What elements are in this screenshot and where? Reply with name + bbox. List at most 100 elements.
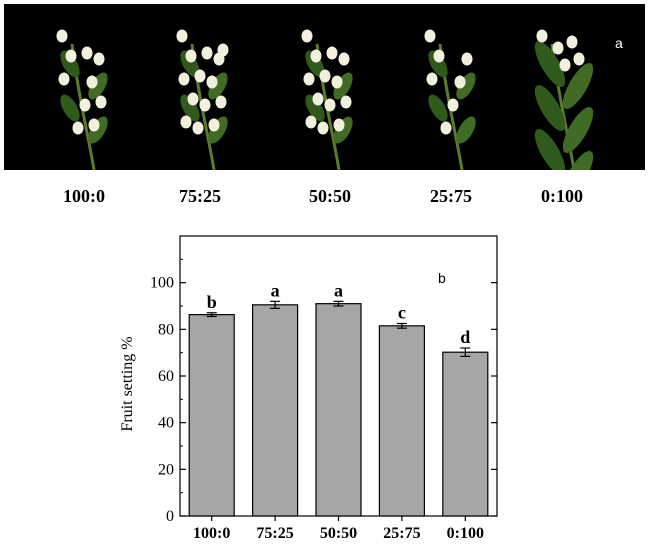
- y-tick-label: 100: [150, 275, 174, 292]
- flower: [317, 121, 329, 135]
- flower: [192, 121, 204, 135]
- flower: [426, 72, 438, 86]
- leaf: [208, 72, 228, 100]
- flower: [331, 75, 343, 89]
- flower: [333, 118, 345, 132]
- x-category-label: 50:50: [320, 525, 357, 542]
- y-tick-label: 20: [158, 461, 174, 478]
- flower: [199, 98, 211, 112]
- flower: [433, 49, 445, 63]
- y-axis-label: Fruit setting %: [119, 336, 136, 431]
- ratio-label-5: 0:100: [541, 186, 583, 206]
- x-category-label: 75:25: [256, 525, 293, 542]
- flower: [178, 72, 190, 86]
- bar: [315, 303, 362, 517]
- flower: [312, 92, 324, 106]
- flower: [461, 52, 473, 66]
- flower: [201, 46, 213, 60]
- x-axis: 100:0 75:25 50:50 25:75 0:100: [193, 516, 484, 542]
- significance-letter: c: [398, 303, 406, 323]
- ratio-label-2: 75:25: [179, 186, 221, 206]
- bar: [252, 304, 299, 517]
- flower: [72, 121, 84, 135]
- leaf: [456, 72, 476, 100]
- leaf: [305, 94, 325, 122]
- leaf: [562, 151, 594, 170]
- bar: [442, 351, 489, 517]
- leaf: [428, 50, 448, 78]
- flower: [454, 75, 466, 89]
- leaf: [562, 107, 594, 153]
- flower: [56, 29, 68, 43]
- flower: [301, 29, 313, 43]
- flower: [559, 58, 571, 72]
- flower: [305, 115, 317, 129]
- flower: [65, 49, 77, 63]
- plant-shoot: [534, 29, 594, 170]
- flower: [340, 95, 352, 109]
- flower: [310, 49, 322, 63]
- y-axis: 0 20 40 60 80 100: [150, 258, 497, 525]
- flower: [194, 69, 206, 83]
- leaf: [60, 94, 80, 122]
- leaf: [60, 50, 80, 78]
- flower: [424, 29, 436, 43]
- leaf: [180, 94, 200, 122]
- leaf: [180, 50, 200, 78]
- flower: [552, 41, 564, 55]
- plant-shoot: [301, 29, 353, 170]
- y-tick-label: 0: [166, 508, 174, 525]
- y-tick-label: 80: [158, 321, 174, 338]
- ratio-label-3: 50:50: [309, 186, 351, 206]
- leaf: [333, 72, 353, 100]
- flower: [303, 72, 315, 86]
- leaf: [333, 116, 353, 144]
- leaf: [88, 116, 108, 144]
- chart-panel-label: b: [438, 270, 446, 286]
- plant-shoot: [176, 29, 229, 170]
- flower: [93, 52, 105, 66]
- plant-shoot: [424, 29, 476, 170]
- bars-group: b a a c d: [188, 280, 489, 517]
- ratio-label-1: 100:0: [63, 186, 105, 206]
- flower: [324, 98, 336, 112]
- flower: [180, 115, 192, 129]
- flower-photo-strip: a: [4, 4, 645, 170]
- flower: [86, 75, 98, 89]
- x-category-label: 100:0: [193, 525, 230, 542]
- flower: [319, 69, 331, 83]
- bar: [378, 325, 425, 517]
- flower: [573, 52, 585, 66]
- flower: [440, 121, 452, 135]
- leaf: [88, 72, 108, 100]
- flower: [566, 35, 578, 49]
- flower: [95, 95, 107, 109]
- photo-panel-label: a: [615, 35, 623, 51]
- flower: [187, 92, 199, 106]
- leaf: [534, 85, 566, 131]
- flower: [536, 29, 548, 43]
- flower: [81, 46, 93, 60]
- flower: [185, 49, 197, 63]
- ratio-label-4: 25:75: [430, 186, 472, 206]
- flowering-shoots: [56, 29, 594, 170]
- significance-letter: a: [271, 280, 280, 300]
- plant-shoot: [56, 29, 108, 170]
- y-tick-label: 40: [158, 415, 174, 432]
- x-category-label: 0:100: [447, 525, 484, 542]
- significance-letter: d: [460, 327, 470, 347]
- leaf: [456, 116, 476, 144]
- leaf: [208, 116, 228, 144]
- leaf: [534, 129, 566, 170]
- flower: [79, 98, 91, 112]
- flower: [326, 46, 338, 60]
- flower: [217, 43, 229, 57]
- flower: [447, 98, 459, 112]
- leaf: [428, 94, 448, 122]
- leaf: [305, 50, 325, 78]
- significance-letter: a: [334, 280, 343, 300]
- flower: [215, 95, 227, 109]
- flower: [58, 72, 70, 86]
- flower: [88, 118, 100, 132]
